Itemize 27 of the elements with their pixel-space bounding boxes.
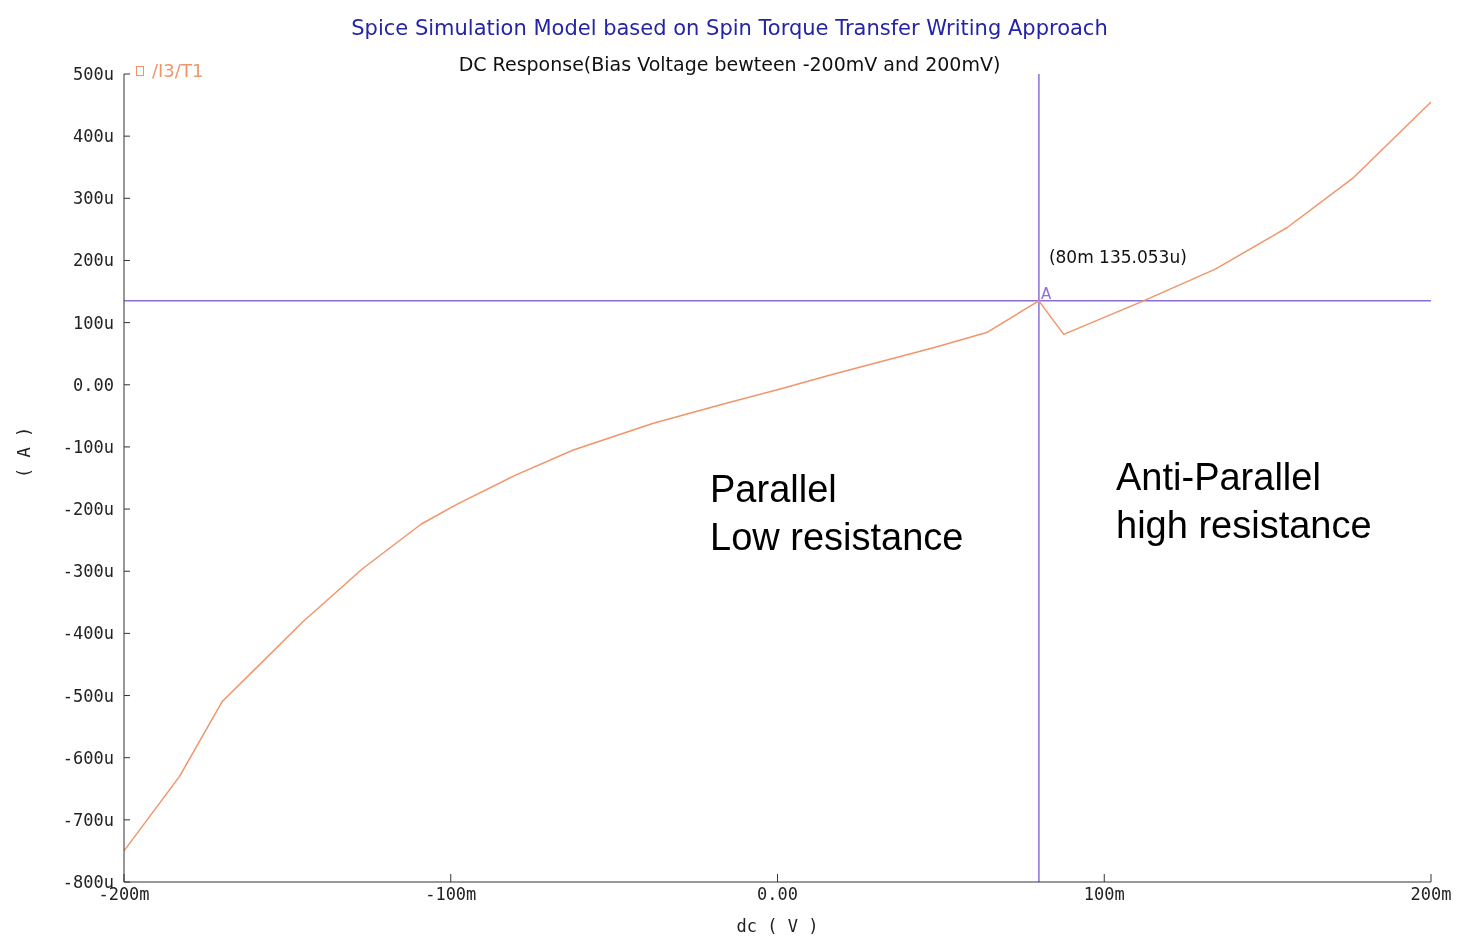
y-tick-label: 400u <box>73 126 114 147</box>
y-tick-label: 300u <box>73 188 114 209</box>
x-tick-label: 100m <box>1083 884 1125 905</box>
y-tick-label: 200u <box>73 250 114 271</box>
y-tick-label: -100u <box>62 436 114 457</box>
x-axis-title: dc ( V ) <box>736 916 819 936</box>
y-tick-label: -400u <box>62 623 114 644</box>
annotation: A <box>1040 284 1052 303</box>
annotation: Anti-Parallel high resistance <box>1116 455 1372 548</box>
y-tick-label: -500u <box>62 685 114 706</box>
y-axis-title: ( A ) <box>14 426 35 478</box>
x-tick-label: -100m <box>425 884 477 905</box>
line-series <box>124 101 1431 852</box>
legend-label: /I3/T1 <box>152 60 204 81</box>
chart-title: Spice Simulation Model based on Spin Torque Transfer Writing Approach <box>350 16 1109 40</box>
y-tick-label: -200u <box>62 499 114 520</box>
y-tick-label: 500u <box>73 64 114 85</box>
y-tick-label: -700u <box>62 809 114 830</box>
x-tick-label: 0.00 <box>757 884 798 905</box>
annotation: (80m 135.053u) <box>1048 246 1187 267</box>
y-tick-label: -300u <box>62 561 114 582</box>
y-tick-label: -600u <box>62 747 114 768</box>
annotation: Parallel Low resistance <box>710 467 964 560</box>
chart-subtitle: DC Response(Bias Voltage bewteen -200mV and 200mV) <box>458 53 1001 75</box>
x-tick-label: 200m <box>1410 884 1452 905</box>
y-tick-label: 0.00 <box>73 374 114 395</box>
y-tick-label: 100u <box>73 312 114 333</box>
